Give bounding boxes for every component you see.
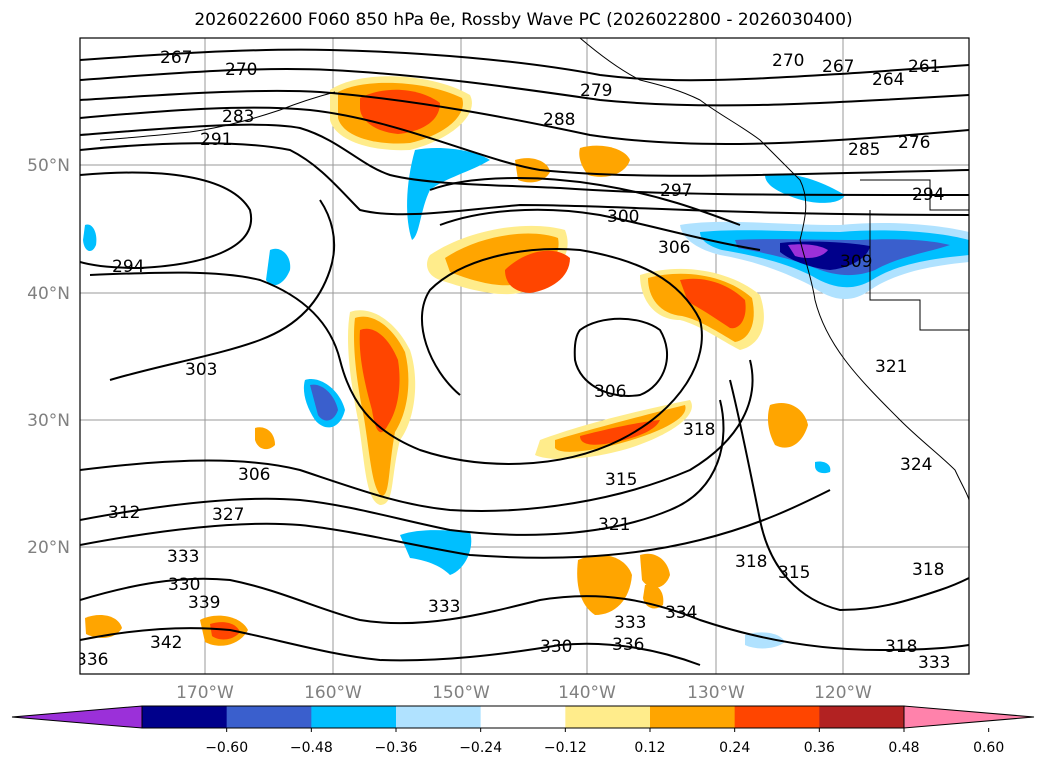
colorbar-tick-label: 0.24 [719, 740, 750, 756]
lon-label-120w: 120°W [814, 683, 872, 703]
lon-label-170w: 170°W [176, 683, 234, 703]
colorbar-segment [650, 706, 736, 728]
lon-label-160w: 160°W [304, 683, 362, 703]
contour-label: 336 [76, 650, 108, 670]
lat-label-20n: 20°N [27, 538, 70, 558]
contour-labels: 267 270 283 291 279 288 270 267 264 261 … [76, 48, 950, 673]
contour-label: 315 [605, 470, 637, 490]
contour-label: 333 [918, 653, 950, 673]
contour-label: 318 [912, 560, 944, 580]
contour-label: 285 [848, 140, 880, 160]
colorbar-segment [396, 706, 482, 728]
contour-label: 297 [660, 181, 692, 201]
colorbar-frame [141, 705, 905, 729]
contour-label: 318 [683, 420, 715, 440]
contour-label: 339 [188, 593, 220, 613]
lat-label-50n: 50°N [27, 156, 70, 176]
colorbar-segment [734, 706, 820, 728]
contour-label: 294 [912, 185, 944, 205]
contour-label: 283 [222, 107, 254, 127]
lon-label-140w: 140°W [558, 683, 616, 703]
colorbar-tick-label: 0.36 [804, 740, 835, 756]
contour-label: 264 [872, 70, 904, 90]
colorbar-tick-label: −0.36 [375, 740, 418, 756]
contour-label: 327 [212, 505, 244, 525]
colorbar-segment [480, 706, 566, 728]
lon-label-130w: 130°W [687, 683, 745, 703]
contour-label: 276 [898, 133, 930, 153]
contour-label: 318 [885, 637, 917, 657]
colorbar-extend-low [11, 705, 143, 729]
colorbar-tick-label: −0.48 [290, 740, 333, 756]
lat-labels: 50°N 40°N 30°N 20°N [27, 156, 70, 558]
colorbar-segment [226, 706, 312, 728]
colorbar-segment [311, 706, 397, 728]
colorbar-tick-label: 0.48 [888, 740, 919, 756]
colorbar-tick-label: 0.12 [634, 740, 665, 756]
contour-label: 336 [612, 635, 644, 655]
lat-label-40n: 40°N [27, 284, 70, 304]
contour-label: 306 [658, 238, 690, 258]
contour-label: 333 [614, 613, 646, 633]
colorbar-segment [142, 706, 228, 728]
contour-label: 309 [840, 252, 872, 272]
contour-label: 306 [238, 465, 270, 485]
contour-label: 270 [225, 60, 257, 80]
contour-label: 306 [594, 382, 626, 402]
contour-label: 342 [150, 633, 182, 653]
contour-label: 330 [540, 637, 572, 657]
contour-label: 333 [428, 597, 460, 617]
contour-label: 334 [665, 603, 697, 623]
contour-label: 315 [778, 563, 810, 583]
contour-label: 303 [185, 360, 217, 380]
contour-label: 321 [875, 357, 907, 377]
contour-label: 324 [900, 455, 932, 475]
contour-label: 312 [108, 503, 140, 523]
map-title: 2026022600 F060 850 hPa θe, Rossby Wave … [194, 10, 853, 30]
contour-label: 333 [167, 547, 199, 567]
contour-label: 300 [607, 207, 639, 227]
lon-label-150w: 150°W [432, 683, 490, 703]
contour-label: 294 [112, 257, 144, 277]
map-border [79, 37, 970, 675]
colorbar-tick-label: −0.12 [544, 740, 587, 756]
contour-label: 330 [168, 575, 200, 595]
contour-label: 279 [580, 81, 612, 101]
contour-label: 267 [160, 48, 192, 68]
contour-label: 261 [908, 57, 940, 77]
contour-label: 318 [735, 552, 767, 572]
lon-labels: 170°W 160°W 150°W 140°W 130°W 120°W [176, 683, 872, 703]
contour-label: 321 [598, 515, 630, 535]
colorbar-tick-label: −0.60 [205, 740, 248, 756]
colorbar-segment [819, 706, 905, 728]
contour-label: 291 [200, 130, 232, 150]
lat-label-30n: 30°N [27, 411, 70, 431]
contour-label: 270 [772, 51, 804, 71]
contour-label: 288 [543, 110, 575, 130]
colorbar: −0.60 −0.48 −0.36 −0.24 −0.12 0.12 0.24 0.36 0.4… [11, 705, 1035, 756]
colorbar-segment [565, 706, 651, 728]
colorbar-tick-label: 0.60 [973, 740, 1004, 756]
colorbar-tick-label: −0.24 [459, 740, 502, 756]
theta-e-contours [80, 48, 969, 666]
colorbar-extend-high [903, 705, 1035, 729]
contour-label: 267 [822, 57, 854, 77]
